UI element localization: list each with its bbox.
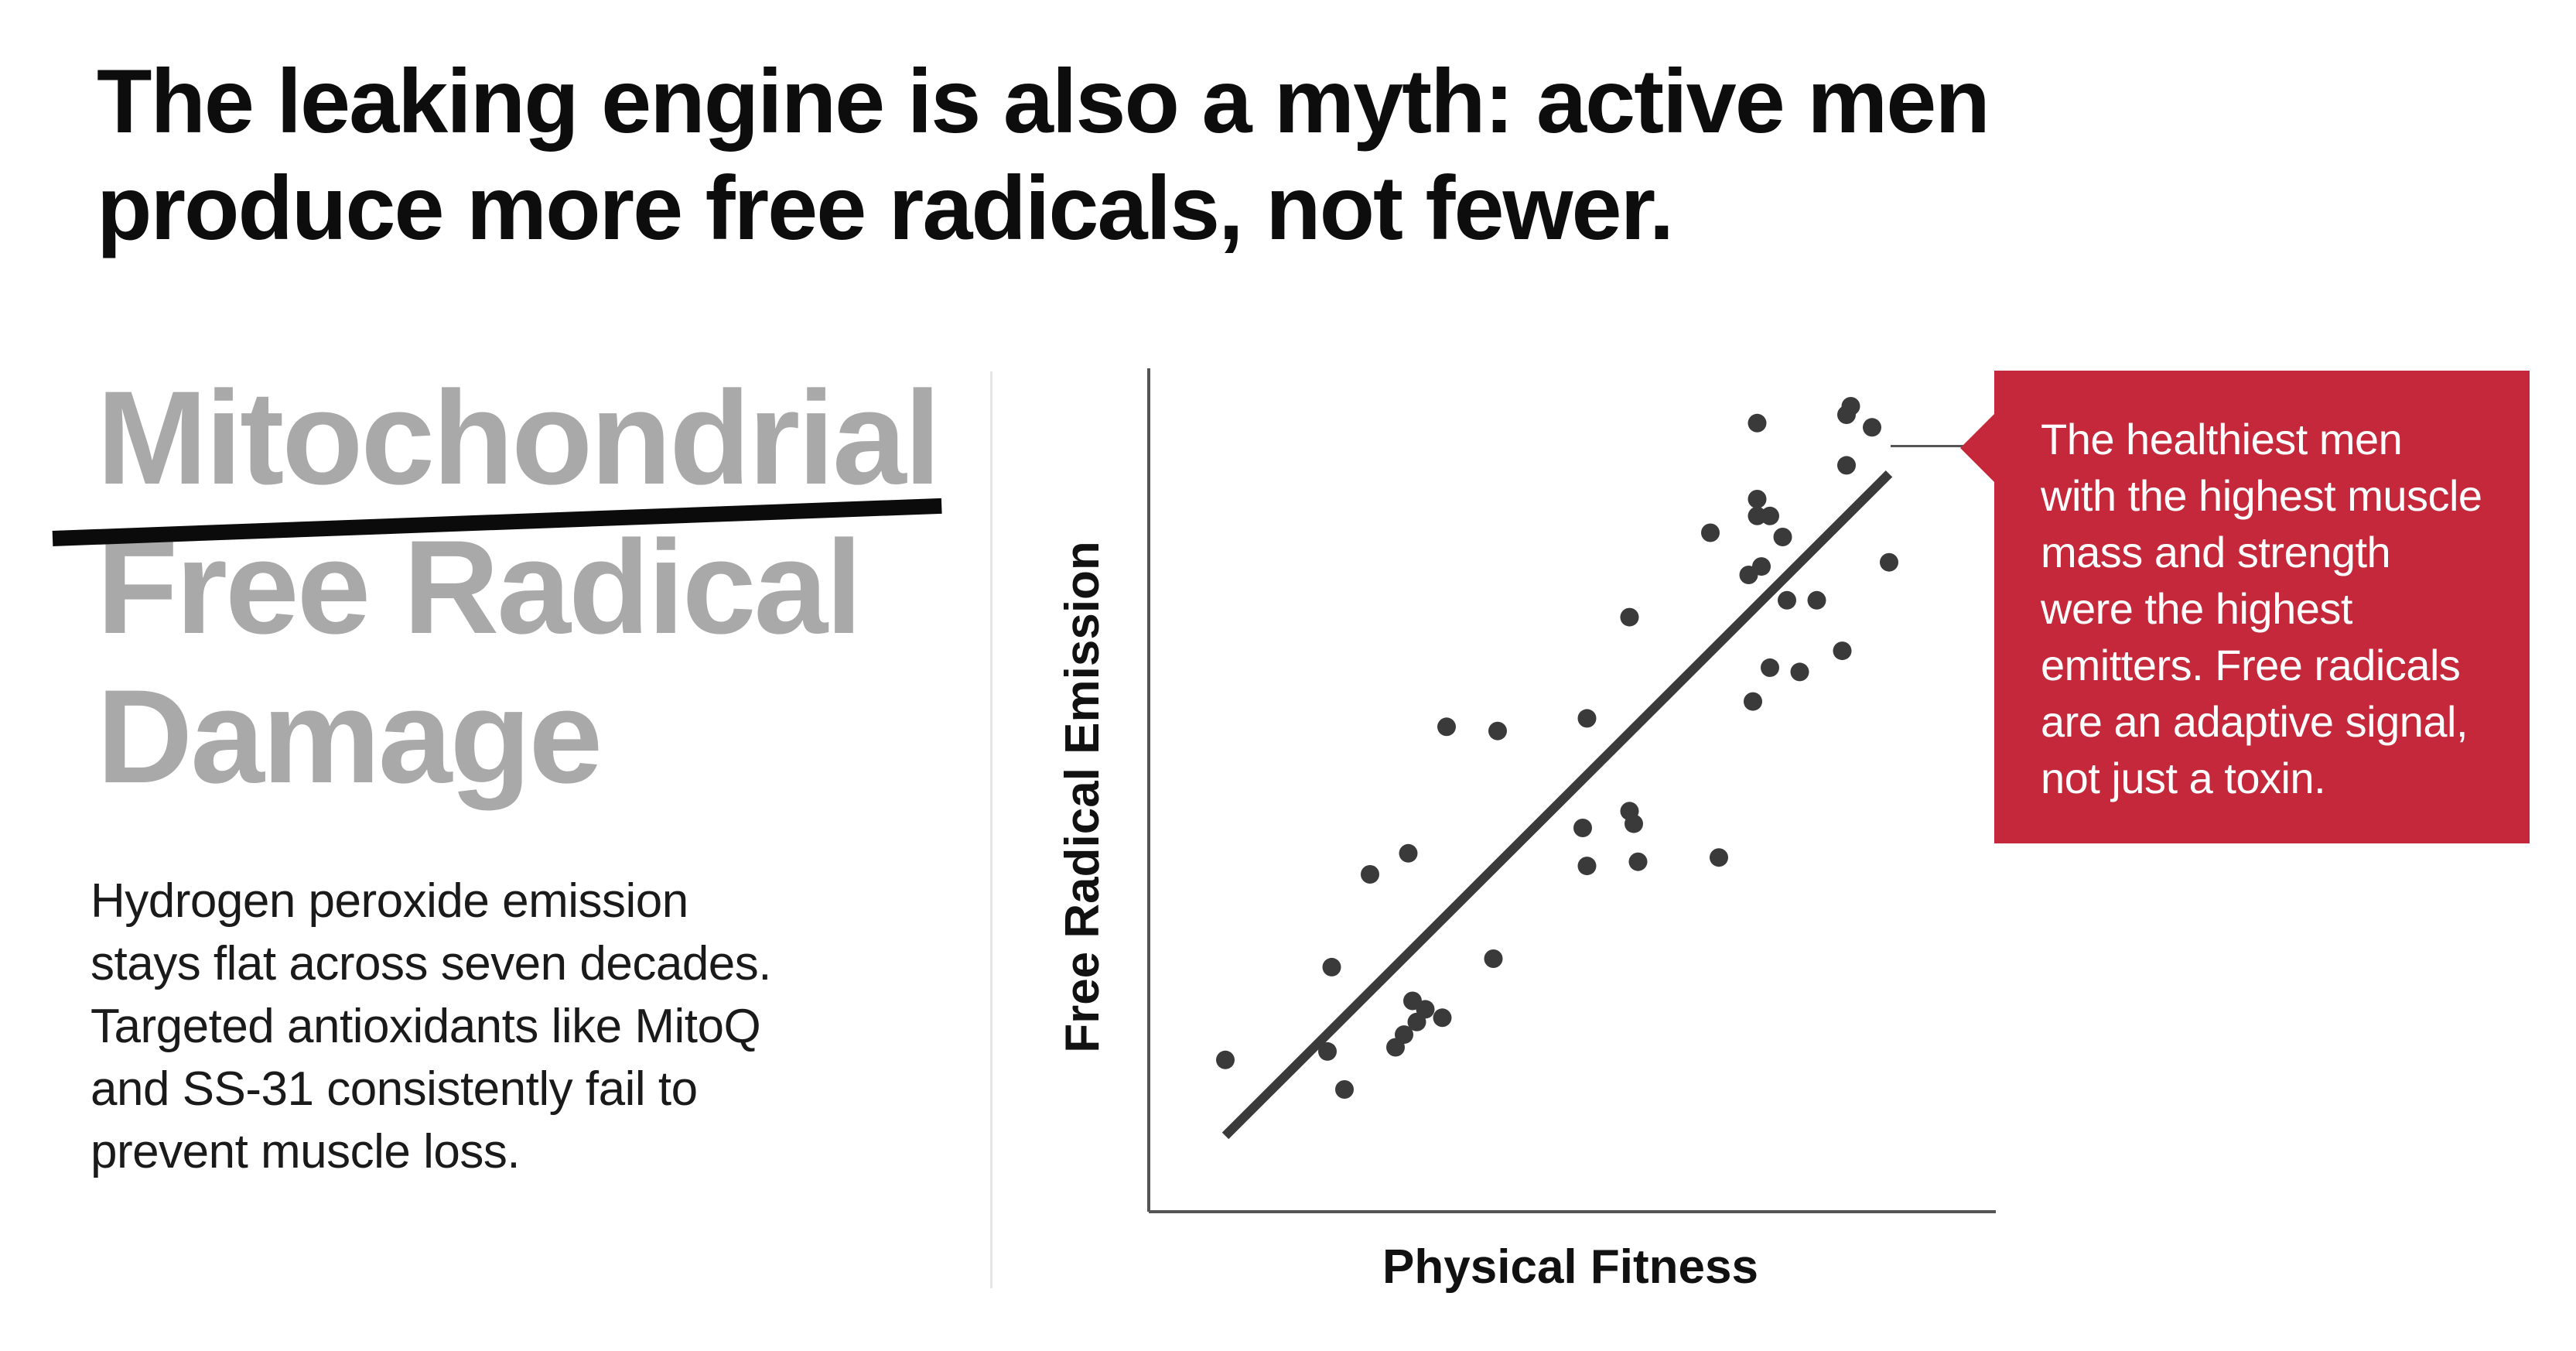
- data-point-16: [1573, 819, 1592, 837]
- data-point-10: [1322, 957, 1341, 976]
- data-point-30: [1778, 590, 1796, 610]
- data-point-35: [1739, 566, 1758, 584]
- data-point-22: [1620, 607, 1639, 627]
- data-point-19: [1620, 802, 1639, 821]
- data-point-21: [1577, 709, 1597, 728]
- crossed-line-3: Damage: [97, 662, 603, 811]
- callout-box: The healthiest men with the highest musc…: [1960, 371, 2530, 843]
- data-point-34: [1833, 641, 1852, 661]
- data-point-33: [1790, 662, 1809, 682]
- data-point-13: [1484, 949, 1503, 968]
- data-point-37: [1837, 456, 1856, 475]
- callout-line-5: emitters. Free radicals: [2041, 641, 2461, 689]
- data-points: [1216, 397, 1898, 1099]
- data-point-24: [1701, 523, 1720, 542]
- headline-line-1: The leaking engine is also a myth: activ…: [97, 50, 1990, 152]
- data-point-25: [1748, 490, 1767, 508]
- data-point-5: [1395, 1025, 1413, 1045]
- crossed-out-theory: Mitochondrial Free Radical Damage: [97, 364, 963, 812]
- data-point-12: [1399, 843, 1418, 863]
- callout-line-2: with the highest muscle: [2041, 471, 2482, 520]
- data-point-18: [1577, 857, 1597, 876]
- body-line-3: Targeted antioxidants like MitoQ: [91, 1000, 761, 1053]
- data-point-36: [1744, 692, 1762, 711]
- data-point-39: [1748, 413, 1767, 433]
- callout-line-7: not just a toxin.: [2041, 754, 2326, 802]
- data-point-3: [1335, 1080, 1354, 1099]
- data-point-28: [1748, 506, 1767, 525]
- body-line-5: prevent muscle loss.: [91, 1125, 521, 1178]
- data-point-2: [1318, 1041, 1337, 1061]
- data-point-31: [1807, 590, 1826, 610]
- callout-line-1: The healthiest men: [2041, 415, 2403, 463]
- data-point-8: [1407, 1012, 1426, 1031]
- data-point-15: [1488, 721, 1507, 740]
- data-point-20: [1628, 852, 1648, 871]
- callout-line-6: are an adaptive signal,: [2041, 697, 2468, 746]
- data-point-29: [1761, 506, 1779, 525]
- trend-line: [1221, 470, 1893, 1140]
- crossed-line-1: Mitochondrial: [97, 364, 941, 512]
- data-point-23: [1710, 848, 1728, 867]
- headline-line-2: produce more free radicals, not fewer.: [97, 157, 1674, 258]
- body-paragraph: Hydrogen peroxide emission stays flat ac…: [91, 870, 887, 1183]
- data-point-11: [1361, 865, 1379, 884]
- data-point-32: [1761, 658, 1779, 677]
- y-axis-label: Free Radical Emission: [1056, 541, 1109, 1053]
- data-point-26: [1773, 528, 1792, 546]
- data-point-14: [1437, 717, 1456, 737]
- column-divider: [990, 371, 992, 1288]
- body-line-2: stays flat across seven decades.: [91, 937, 772, 990]
- callout-line-4: were the highest: [2041, 584, 2352, 633]
- callout-connector: [1891, 445, 1963, 447]
- callout-text: The healthiest men with the highest musc…: [2041, 411, 2514, 806]
- data-point-42: [1863, 418, 1881, 437]
- body-line-4: and SS-31 consistently fail to: [91, 1062, 698, 1116]
- data-point-9: [1433, 1008, 1452, 1028]
- headline: The leaking engine is also a myth: activ…: [97, 48, 2185, 262]
- data-point-38: [1880, 552, 1898, 572]
- data-point-1: [1216, 1050, 1235, 1069]
- x-axis-label: Physical Fitness: [1382, 1240, 1758, 1294]
- body-line-1: Hydrogen peroxide emission: [91, 874, 688, 928]
- callout-line-3: mass and strength: [2041, 528, 2391, 576]
- scatter-chart: Physical Fitness Free Radical Emission: [1056, 368, 1996, 1294]
- data-point-41: [1841, 397, 1860, 416]
